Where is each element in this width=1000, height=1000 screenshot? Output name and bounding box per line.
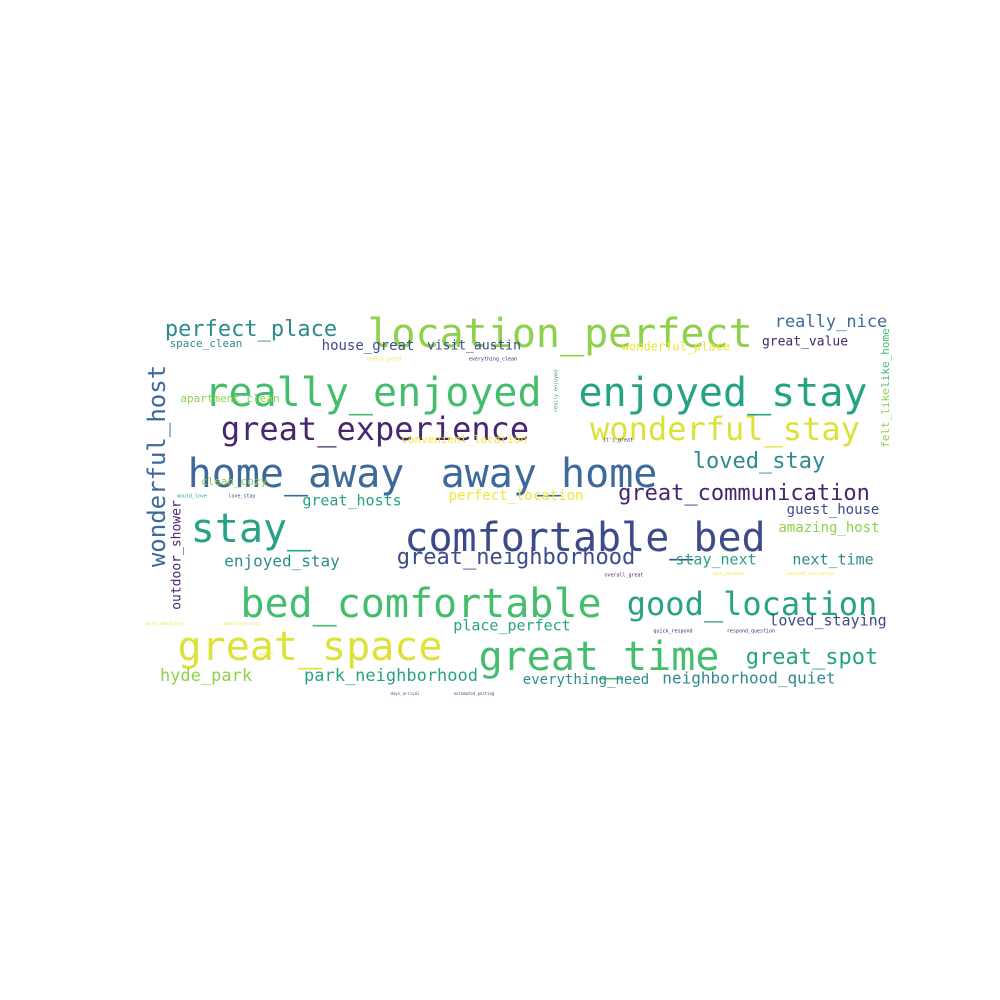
cloud-word: quick_respond <box>653 629 692 635</box>
cloud-word: hyde_park <box>160 666 252 686</box>
cloud-word: loved_stay <box>693 449 825 474</box>
cloud-word: stay_next <box>675 551 756 569</box>
cloud-word: wonderful_stay <box>590 410 860 448</box>
cloud-word: great_time <box>479 634 720 680</box>
cloud-word: clean_cozy <box>201 475 268 488</box>
cloud-word: would_absolutely <box>146 621 185 626</box>
cloud-word: everything_clean <box>469 357 517 363</box>
cloud-word: park_neighborhood <box>304 666 478 686</box>
cloud-word: bed_comfortable <box>240 581 601 627</box>
cloud-word: it's_great <box>603 438 633 444</box>
cloud-word: guest_house <box>787 502 880 518</box>
cloud-word: really_enjoyed <box>554 370 560 412</box>
cloud-word: great_space <box>178 624 443 670</box>
cloud-word: house_great <box>322 338 415 354</box>
cloud-word: felt_like <box>879 388 892 448</box>
cloud-word: great_neighborhood <box>397 545 635 570</box>
cloud-word: amazing_host <box>778 520 879 536</box>
cloud-word: convenient_location <box>401 433 527 446</box>
cloud-word: loved_staying <box>769 612 886 630</box>
cloud-word: next_time <box>792 551 873 569</box>
cloud-word: enjoyed_stay <box>579 370 868 416</box>
cloud-word: really_great <box>366 357 402 363</box>
cloud-word: comfortable_bed <box>404 515 765 561</box>
cloud-word: wonderful_place <box>622 340 730 354</box>
cloud-word: everything_need <box>523 672 649 688</box>
cloud-word: automated_posting <box>454 691 496 696</box>
cloud-word: outdoor_shower <box>170 500 185 610</box>
cloud-word: great_experience <box>221 410 529 448</box>
cloud-word: really_enjoyed <box>204 370 541 416</box>
cloud-word: really_nice <box>775 312 888 332</box>
cloud-word: great_spot <box>746 645 878 670</box>
cloud-word: days_arrival <box>391 691 420 696</box>
cloud-word: respond_question <box>727 629 775 635</box>
cloud-word: visit_austin <box>427 339 521 354</box>
cloud-word: absolutely_stay <box>223 621 260 626</box>
cloud-word: stay_ <box>191 506 312 552</box>
cloud-word: perfect_place <box>165 317 337 342</box>
cloud-word: canceled_reservation <box>786 571 835 576</box>
cloud-word: good_location <box>627 585 877 623</box>
cloud-word: overall_great <box>604 573 643 579</box>
cloud-word: great_value <box>762 335 848 350</box>
cloud-word: wonderful_host <box>143 365 171 567</box>
cloud-word: place_perfect <box>453 617 570 635</box>
cloud-word: space_clean <box>170 337 243 350</box>
cloud-word: would_love <box>177 494 207 500</box>
cloud-word: home_away <box>188 451 405 497</box>
cloud-word: austin <box>259 651 274 656</box>
cloud-word: neighborhood_quiet <box>662 669 835 688</box>
cloud-word: apartment_clean <box>180 392 279 405</box>
cloud-word: away_home <box>441 451 658 497</box>
cloud-word: location_perfect <box>367 311 752 357</box>
cloud-word: enjoyed_stay <box>224 552 340 571</box>
cloud-word: love_stay <box>228 494 255 500</box>
cloud-word: host_canceled <box>712 571 744 576</box>
cloud-word: great_communication <box>618 481 870 506</box>
cloud-word: great_hosts <box>302 492 401 510</box>
cloud-word: like_home <box>879 328 892 388</box>
cloud-word: perfect_location <box>449 488 584 504</box>
